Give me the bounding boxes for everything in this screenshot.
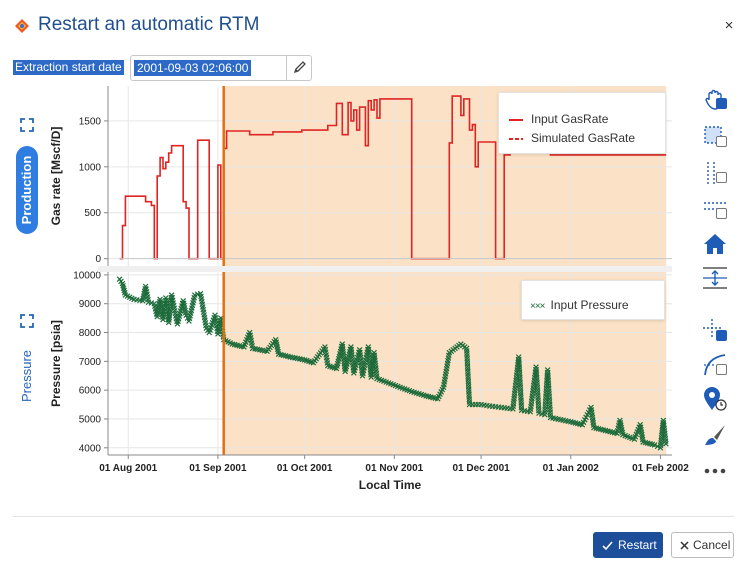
reset-home-tool[interactable] (702, 231, 728, 257)
extraction-start-label: Extraction start date (13, 60, 124, 75)
y-tick-label: 4000 (79, 443, 102, 454)
tool-toggle[interactable] (716, 136, 727, 147)
y-tick-label: 8000 (79, 328, 102, 339)
series-markers-input-pressure (116, 276, 669, 451)
y-axis-title: Pressure [psia] (49, 320, 63, 407)
x-zoom-tool[interactable] (702, 160, 728, 186)
close-icon (680, 541, 689, 550)
point-select-icon (704, 387, 727, 411)
y-tick-label: 0 (95, 254, 101, 265)
crosshair-icon (703, 319, 723, 339)
legend-swatch-solid (509, 118, 523, 121)
legend-label: Input Pressure (550, 298, 629, 312)
y-zoom-tool[interactable] (702, 196, 728, 222)
legend-swatch-dashed (509, 137, 523, 140)
x-tick-label: 01 Sep 2001 (189, 463, 247, 474)
line-draw-tool[interactable] (702, 352, 728, 378)
legend-item-input-pressure[interactable]: ××× Input Pressure (530, 297, 629, 313)
expand-icon[interactable] (20, 314, 34, 328)
y-tick-label: 5000 (79, 414, 102, 425)
check-icon (602, 541, 613, 551)
dialog-title: Restart an automatic RTM (38, 14, 260, 35)
legend-label: Simulated GasRate (531, 131, 636, 145)
pressure-point (651, 442, 658, 448)
tool-toggle[interactable] (716, 364, 727, 375)
tool-toggle[interactable] (716, 208, 727, 219)
close-icon[interactable]: × (724, 17, 734, 34)
more-tool[interactable] (702, 458, 728, 484)
rtm-chart[interactable]: 0 500 1000 1500 Gas rate [Mscf/D] 4000 5000 600… (0, 80, 741, 500)
legend-marker-x: ××× (530, 301, 546, 312)
tool-toggle-checked[interactable] (716, 330, 727, 341)
pan-tool[interactable] (702, 86, 728, 112)
x-tick-label: 01 Feb 2002 (632, 463, 689, 474)
x-tick-label: 01 Jan 2002 (543, 463, 600, 474)
footer-divider (13, 516, 734, 517)
x-axis-title: Local Time (359, 478, 422, 492)
y-tick-label: 7000 (79, 357, 102, 368)
app-logo-icon (15, 19, 29, 33)
auto-range-icon (703, 267, 727, 289)
cancel-button[interactable]: Cancel (671, 532, 734, 558)
tool-toggle-checked[interactable] (716, 98, 727, 109)
expand-icon[interactable] (20, 118, 34, 132)
x-tick-label: 01 Aug 2001 (99, 463, 157, 474)
auto-range-tool[interactable] (702, 265, 728, 291)
y-axis-title: Gas rate [Mscf/D] (49, 127, 63, 226)
dialog-header: Restart an automatic RTM × (0, 0, 741, 52)
brush-tool[interactable] (702, 422, 728, 448)
box-zoom-tool[interactable] (702, 124, 728, 150)
x-tick-label: 01 Dec 2001 (452, 463, 510, 474)
extraction-date-value[interactable]: 2001-09-03 02:06:00 (134, 60, 252, 76)
x-tick-label: 01 Nov 2001 (365, 463, 423, 474)
pencil-icon (293, 61, 306, 74)
reset-home-icon (704, 234, 726, 254)
legend-item-simulated-gasrate[interactable]: Simulated GasRate (509, 130, 635, 146)
y-tick-label: 6000 (79, 386, 102, 397)
production-panel-tab[interactable]: Production (16, 146, 38, 234)
point-select-tool[interactable] (702, 386, 728, 412)
series-line-input-gasrate (119, 95, 667, 260)
gas-rate-legend: Input GasRate Simulated GasRate (498, 92, 666, 154)
pressure-point (663, 440, 669, 447)
more-icon (704, 468, 726, 474)
y-tick-label: 10000 (73, 270, 101, 281)
y-tick-label: 500 (84, 208, 101, 219)
line-draw-icon (704, 354, 726, 376)
legend-item-input-gasrate[interactable]: Input GasRate (509, 111, 608, 127)
x-tick-label: 01 Oct 2001 (277, 463, 333, 474)
y-tick-label: 1500 (79, 116, 102, 127)
edit-date-button[interactable] (286, 56, 312, 80)
cancel-label: Cancel (693, 538, 731, 552)
brush-icon (705, 425, 725, 445)
tool-toggle[interactable] (716, 172, 727, 183)
legend-label: Input GasRate (531, 112, 609, 126)
restart-label: Restart (618, 538, 657, 552)
pressure-legend: ××× Input Pressure (521, 280, 665, 320)
y-tick-label: 1000 (79, 162, 102, 173)
extraction-date-field[interactable]: 2001-09-03 02:06:00 (130, 55, 312, 81)
crosshair-tool[interactable] (702, 318, 728, 344)
pan-icon (705, 89, 722, 110)
panel-splitter (98, 266, 672, 272)
y-tick-label: 9000 (79, 299, 102, 310)
restart-button[interactable]: Restart (593, 532, 663, 558)
